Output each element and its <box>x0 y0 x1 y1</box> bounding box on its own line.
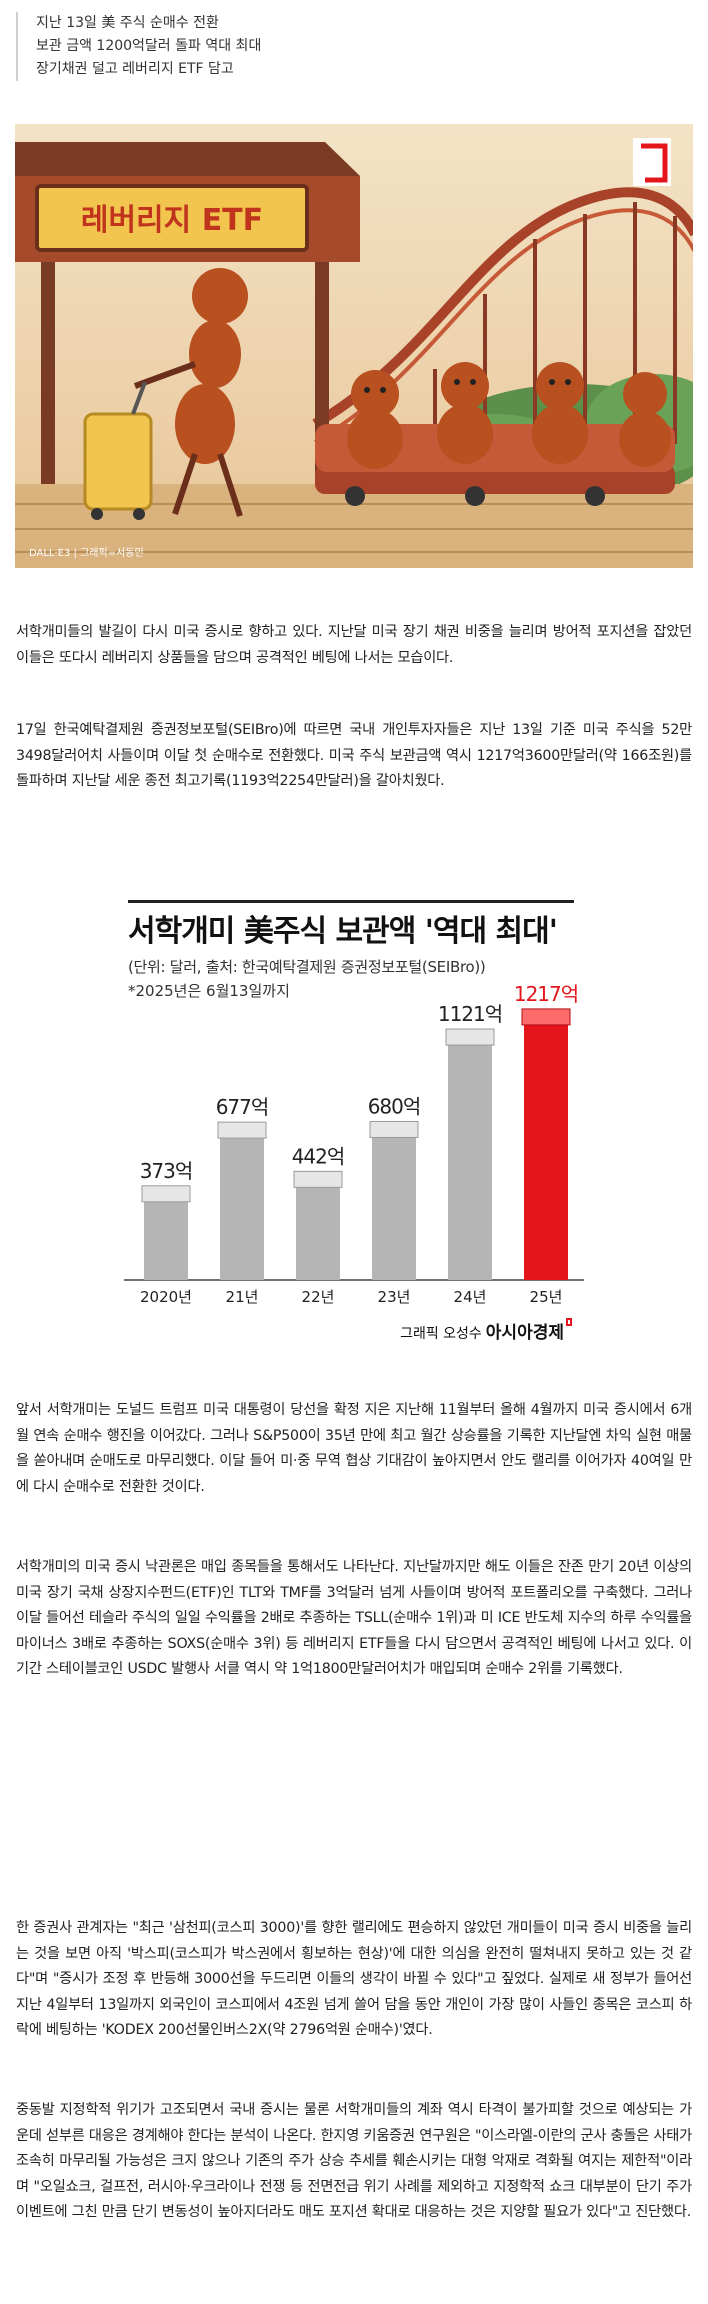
bar-value-label: 1217억 <box>514 982 578 1006</box>
bar-value-label: 373억 <box>140 1159 193 1183</box>
article-paragraph: 서학개미들의 발길이 다시 미국 증시로 향하고 있다. 지난달 미국 장기 채… <box>16 624 692 666</box>
money-stack-icon <box>293 1170 343 1188</box>
summary-line: 지난 13일 美 주식 순매수 전환 <box>36 15 219 31</box>
brand-logo-icon <box>641 143 668 183</box>
x-tick-label: 25년 <box>530 1288 563 1306</box>
article-paragraph: 앞서 서학개미는 도널드 트럼프 미국 대통령이 당선을 확정 지은 지난해 1… <box>16 1402 692 1495</box>
chart-bar <box>220 1138 264 1280</box>
hero-illustration: 레버리지 ETF <box>15 124 693 568</box>
hero-sign-text: 레버리지 ETF <box>81 203 263 238</box>
summary-line: 장기채권 덜고 레버리지 ETF 담고 <box>36 61 234 77</box>
article-paragraph: 서학개미의 미국 증시 낙관론은 매입 종목들을 통해서도 나타난다. 지난달까… <box>16 1559 692 1678</box>
article-paragraph: 중동발 지정학적 위기가 고조되면서 국내 증시는 물론 서학개미들의 계좌 역… <box>16 2102 692 2221</box>
chart-bar <box>296 1187 340 1280</box>
money-stack-icon <box>217 1121 267 1139</box>
bar-chart-figure: 서학개미 美주식 보관액 '역대 최대' (단위: 달러, 출처: 한국예탁결제… <box>106 880 606 1350</box>
bar-chart: 373억 2020년 677억 21년 442억 22년 680억 23년 1121억 24년 12… <box>124 982 584 1306</box>
x-tick-label: 24년 <box>454 1288 487 1306</box>
chart-note: *2025년은 6월13일까지 <box>128 982 290 1000</box>
article-paragraph: 한 증권사 관계자는 "최근 '삼천피(코스피 3000)'를 향한 랠리에도 … <box>16 1920 692 2039</box>
chart-credit: 그래픽 오성수 아시아경제 <box>400 1318 572 1343</box>
money-stack-icon <box>369 1120 419 1138</box>
article-summary: 지난 13일 美 주식 순매수 전환 보관 금액 1200억달러 돌파 역대 최… <box>16 12 692 81</box>
x-tick-label: 21년 <box>226 1288 259 1306</box>
chart-bar <box>448 1045 492 1280</box>
chart-bar <box>372 1137 416 1280</box>
chart-title: 서학개미 美주식 보관액 '역대 최대' <box>128 914 558 949</box>
x-tick-label: 23년 <box>378 1288 411 1306</box>
credit-prefix: 그래픽 오성수 <box>400 1326 482 1342</box>
bar-value-label: 677억 <box>216 1095 269 1119</box>
brand-mark-icon <box>566 1318 572 1326</box>
chart-bar <box>524 1024 568 1280</box>
bar-value-label: 1121억 <box>438 1002 502 1026</box>
chart-subtitle: (단위: 달러, 출처: 한국예탁결제원 증권정보포털(SEIBro)) <box>128 958 486 976</box>
bar-value-label: 680억 <box>368 1094 421 1118</box>
bar-value-label: 442억 <box>292 1144 345 1168</box>
chart-bar <box>144 1201 188 1280</box>
hero-caption: DALL·E3 | 그래픽=서동민 <box>29 547 144 559</box>
money-stack-icon <box>445 1028 495 1046</box>
summary-line: 보관 금액 1200억달러 돌파 역대 최대 <box>36 38 262 54</box>
chart-top-rule <box>128 900 574 903</box>
article-paragraph: 17일 한국예탁결제원 증권정보포털(SEIBro)에 따르면 국내 개인투자자… <box>16 722 692 790</box>
money-stack-icon <box>521 1008 571 1026</box>
money-stack-icon <box>141 1185 191 1203</box>
x-tick-label: 22년 <box>302 1288 335 1306</box>
x-tick-label: 2020년 <box>140 1288 192 1306</box>
credit-brand: 아시아경제 <box>485 1323 564 1343</box>
